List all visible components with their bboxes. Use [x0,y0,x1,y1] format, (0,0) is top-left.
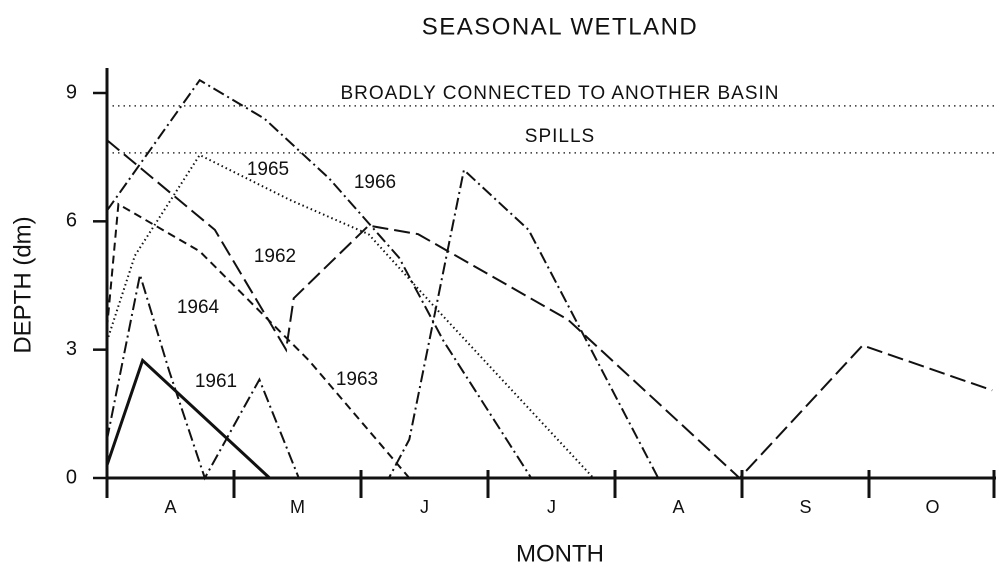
y-tick-label: 6 [66,210,77,232]
x-tick-label: A [164,497,176,517]
x-axis-label: MONTH [516,540,604,567]
series-label: 1963 [336,369,378,390]
series-line [106,168,660,481]
series-label: 1966 [354,172,396,193]
x-tick-label: J [420,497,429,517]
reference-label: SPILLS [525,126,595,147]
y-tick-label: 9 [66,81,77,103]
chart-title: SEASONAL WETLAND [422,13,699,40]
y-tick-label: 3 [66,338,77,360]
reference-label: BROADLY CONNECTED TO ANOTHER BASIN [340,83,779,104]
y-axis-label: DEPTH (dm) [9,216,36,353]
series-line [106,153,595,479]
x-tick-label: O [925,497,939,517]
series-line [106,139,993,480]
series-label: 1961 [195,371,237,392]
x-tick-label: A [672,497,684,517]
x-tick-label: M [290,497,305,517]
series-label: 1964 [177,297,220,318]
series-line [105,357,271,480]
x-tick-label: J [547,497,556,517]
y-tick-label: 0 [66,466,77,488]
x-tick-label: S [799,497,811,517]
series-label: 1965 [247,159,289,180]
series-line [106,78,533,479]
series-label: 1962 [254,246,296,267]
series-line [106,202,411,479]
